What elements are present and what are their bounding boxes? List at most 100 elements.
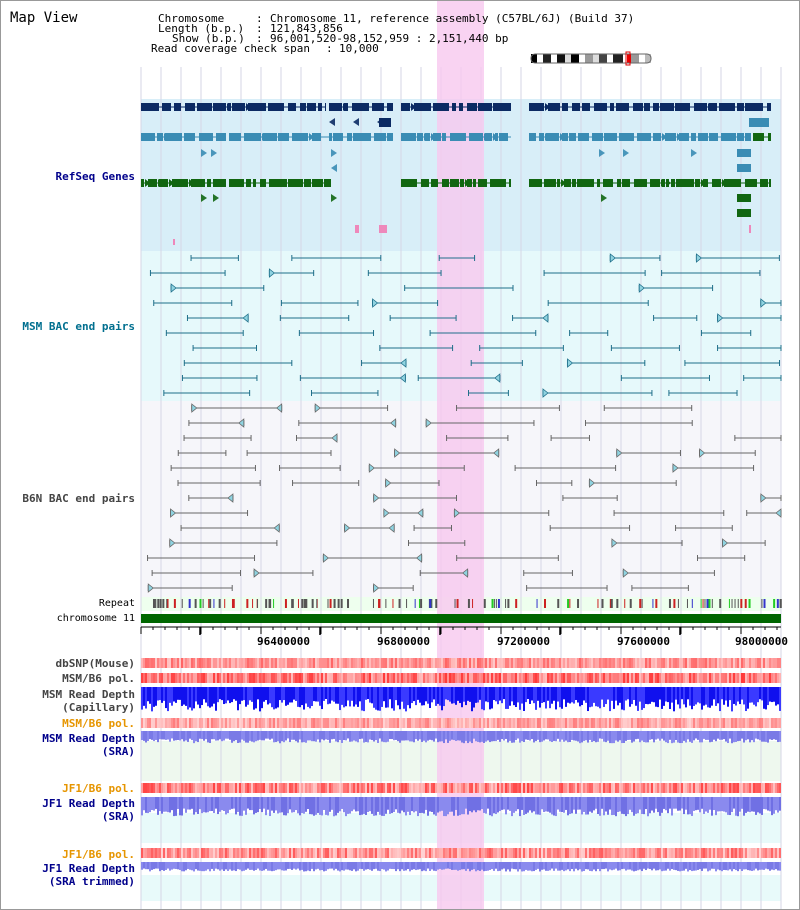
read-depth-bar — [505, 797, 507, 815]
track-label-jf1-read-depth-trimmed[interactable]: JF1 Read Depth — [42, 862, 135, 875]
track-label-jf1-read-depth-sra[interactable]: JF1 Read Depth — [42, 797, 135, 810]
polymorphism-cell — [379, 783, 381, 793]
read-depth-bar — [729, 731, 731, 739]
polymorphism-cell — [241, 658, 243, 668]
track-label-msm-read-depth-sra[interactable]: MSM Read Depth — [42, 732, 135, 745]
polymorphism-cell — [715, 718, 717, 728]
read-depth-bar — [647, 862, 649, 869]
polymorphism-cell — [269, 718, 271, 728]
polymorphism-cell — [769, 658, 771, 668]
read-depth-bar — [289, 687, 291, 703]
gene-exon — [675, 103, 690, 111]
track-label-msm-bac[interactable]: MSM BAC end pairs — [22, 320, 135, 333]
polymorphism-cell — [587, 673, 589, 683]
read-depth-bar — [777, 797, 779, 813]
polymorphism-cell — [209, 718, 211, 728]
read-depth-bar — [647, 797, 649, 817]
read-depth-bar — [183, 862, 185, 872]
gene-exon — [737, 194, 751, 202]
polymorphism-cell — [439, 718, 441, 728]
read-depth-bar — [665, 862, 667, 871]
polymorphism-cell — [315, 718, 317, 728]
read-depth-bar — [197, 797, 199, 814]
read-depth-bar — [749, 797, 751, 813]
read-depth-bar — [755, 687, 757, 707]
gene-exon — [450, 179, 459, 187]
read-depth-bar — [493, 862, 495, 871]
polymorphism-cell — [403, 718, 405, 728]
polymorphism-cell — [523, 783, 525, 793]
polymorphism-cell — [771, 718, 773, 728]
polymorphism-cell — [629, 718, 631, 728]
polymorphism-cell — [519, 718, 521, 728]
polymorphism-cell — [447, 658, 449, 668]
track-label-msm-b6-pol[interactable]: MSM/B6 pol. — [62, 672, 135, 685]
read-depth-bar — [399, 731, 401, 743]
track-label-msm-b6-pol-sra[interactable]: MSM/B6 pol. — [62, 717, 135, 730]
bac-end-arrow — [609, 253, 616, 263]
polymorphism-cell — [489, 658, 491, 668]
track-label-refseq[interactable]: RefSeq Genes — [55, 170, 135, 183]
gene-exon — [719, 103, 735, 111]
read-depth-bar — [543, 731, 545, 741]
polymorphism-cell — [283, 658, 285, 668]
gene-exon — [300, 103, 306, 111]
track-label-jf1-b6-pol[interactable]: JF1/B6 pol. — [62, 782, 135, 795]
polymorphism-cell — [753, 718, 755, 728]
polymorphism-cell — [719, 783, 721, 793]
polymorphism-cell — [299, 718, 301, 728]
polymorphism-cell — [519, 783, 521, 793]
polymorphism-cell — [571, 783, 573, 793]
read-depth-bar — [701, 731, 703, 743]
polymorphism-cell — [247, 848, 249, 858]
polymorphism-cell — [365, 673, 367, 683]
read-depth-bar — [261, 862, 263, 871]
read-depth-bar — [685, 797, 687, 810]
read-depth-bar — [745, 862, 747, 870]
gene-exon — [703, 179, 708, 187]
polymorphism-cell — [223, 718, 225, 728]
polymorphism-cell — [197, 848, 199, 858]
polymorphism-cell — [667, 783, 669, 793]
polymorphism-cell — [505, 673, 507, 683]
repeat-element — [329, 599, 332, 608]
read-depth-bar — [333, 862, 335, 871]
read-depth-bar — [355, 687, 357, 705]
track-label-jf1-b6-pol-2[interactable]: JF1/B6 pol. — [62, 848, 135, 861]
track-label-b6n-bac[interactable]: B6N BAC end pairs — [22, 492, 135, 505]
gene-exon — [572, 103, 580, 111]
read-depth-bar — [531, 687, 533, 701]
polymorphism-cell — [659, 658, 661, 668]
read-depth-bar — [219, 862, 221, 871]
read-depth-bar — [245, 862, 247, 870]
read-depth-bar — [691, 731, 693, 743]
polymorphism-cell — [239, 673, 241, 683]
polymorphism-cell — [385, 783, 387, 793]
polymorphism-cell — [197, 673, 199, 683]
read-depth-bar — [291, 731, 293, 740]
polymorphism-cell — [251, 783, 253, 793]
polymorphism-cell — [375, 783, 377, 793]
read-depth-bar — [553, 797, 555, 816]
read-depth-bar — [301, 862, 303, 870]
read-depth-bar — [723, 797, 725, 812]
track-label-dbsnp[interactable]: dbSNP(Mouse) — [55, 657, 135, 670]
polymorphism-cell — [697, 848, 699, 858]
track-label-msm-read-depth-capillary[interactable]: MSM Read Depth — [42, 688, 135, 701]
read-depth-bar — [543, 862, 545, 870]
polymorphism-cell — [379, 718, 381, 728]
polymorphism-cell — [755, 718, 757, 728]
polymorphism-cell — [767, 658, 769, 668]
repeat-element — [493, 599, 495, 608]
read-depth-bar — [761, 687, 763, 701]
read-depth-bar — [755, 797, 757, 815]
read-depth-bar — [607, 731, 609, 741]
polymorphism-cell — [767, 783, 769, 793]
polymorphism-cell — [433, 718, 435, 728]
read-depth-bar — [611, 687, 613, 701]
polymorphism-cell — [549, 718, 551, 728]
gene-mark — [355, 225, 359, 233]
polymorphism-cell — [575, 783, 577, 793]
